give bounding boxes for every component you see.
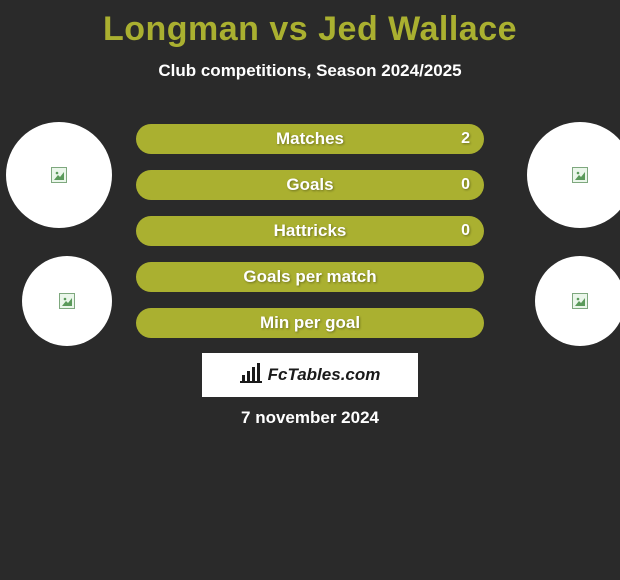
brand-text: FcTables.com [268,365,381,385]
stat-row-min-per-goal: Min per goal [136,308,484,338]
broken-image-icon [572,293,588,309]
stat-value: 0 [461,222,470,240]
stat-label: Goals per match [243,267,376,287]
broken-image-icon [51,167,67,183]
stat-value: 2 [461,130,470,148]
date-text: 7 november 2024 [0,408,620,428]
stat-label: Goals [286,175,333,195]
stat-row-matches: Matches 2 [136,124,484,154]
stat-row-goals: Goals 0 [136,170,484,200]
club-avatar-bot-left [22,256,112,346]
player-avatar-top-right [527,122,620,228]
stat-label: Hattricks [274,221,347,241]
club-avatar-bot-right [535,256,620,346]
player-avatar-top-left [6,122,112,228]
stats-bars: Matches 2 Goals 0 Hattricks 0 Goals per … [136,124,484,354]
stat-label: Min per goal [260,313,360,333]
chart-icon [240,363,264,388]
stat-value: 0 [461,176,470,194]
subtitle: Club competitions, Season 2024/2025 [0,61,620,81]
brand-badge: FcTables.com [202,353,418,397]
stat-label: Matches [276,129,344,149]
broken-image-icon [572,167,588,183]
stat-row-goals-per-match: Goals per match [136,262,484,292]
broken-image-icon [59,293,75,309]
stat-row-hattricks: Hattricks 0 [136,216,484,246]
page-title: Longman vs Jed Wallace [0,0,620,49]
